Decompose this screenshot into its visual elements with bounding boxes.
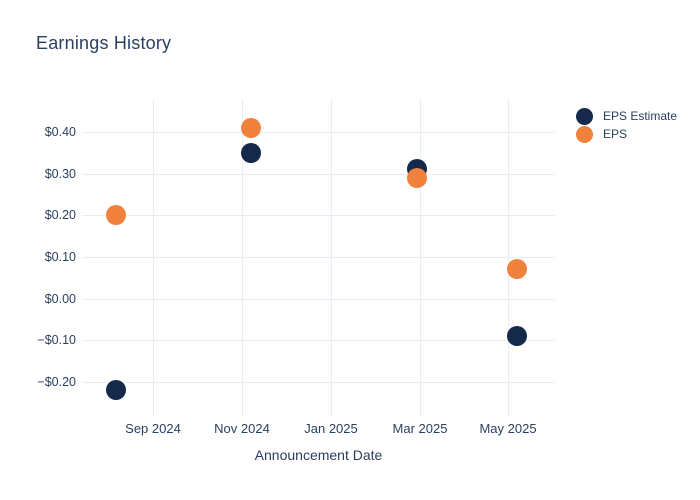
y-tick-label: $0.20 xyxy=(44,208,76,222)
x-tick-label: Mar 2025 xyxy=(392,421,448,436)
chart-title: Earnings History xyxy=(36,33,172,53)
h-gridline xyxy=(82,215,555,216)
legend-label: EPS Estimate xyxy=(603,109,678,123)
x-axis-title: Announcement Date xyxy=(254,447,383,463)
h-gridline xyxy=(82,382,555,383)
x-tick-label: May 2025 xyxy=(479,421,537,436)
legend-item-eps-estimate[interactable]: EPS Estimate xyxy=(576,107,677,125)
data-point-eps[interactable] xyxy=(407,168,427,188)
y-tick-label: $0.10 xyxy=(44,250,76,264)
data-point-eps-estimate[interactable] xyxy=(507,326,527,346)
v-gridline xyxy=(508,99,509,417)
h-gridline xyxy=(82,340,555,341)
v-gridline xyxy=(420,99,421,417)
v-gridline xyxy=(153,99,154,417)
v-gridline xyxy=(331,99,332,417)
v-gridline xyxy=(242,99,243,417)
y-tick-label: −$0.10 xyxy=(37,333,76,347)
data-point-eps-estimate[interactable] xyxy=(106,380,126,400)
y-tick-label: $0.40 xyxy=(44,125,76,139)
data-point-eps[interactable] xyxy=(507,259,527,279)
legend-item-eps[interactable]: EPS xyxy=(576,125,677,143)
y-tick-label: $0.00 xyxy=(44,292,76,306)
legend: EPS Estimate EPS xyxy=(576,107,677,143)
h-gridline xyxy=(82,299,555,300)
h-gridline xyxy=(82,257,555,258)
x-tick-label: Nov 2024 xyxy=(214,421,270,436)
legend-swatch-eps-estimate-icon xyxy=(576,107,593,125)
h-gridline xyxy=(82,132,555,133)
y-tick-label: $0.30 xyxy=(44,167,76,181)
legend-label: EPS xyxy=(603,127,628,141)
data-point-eps-estimate[interactable] xyxy=(241,143,261,163)
x-tick-label: Jan 2025 xyxy=(304,421,358,436)
data-point-eps[interactable] xyxy=(241,118,261,138)
plot-area xyxy=(82,99,555,417)
legend-swatch-eps-icon xyxy=(576,125,593,143)
data-point-eps[interactable] xyxy=(106,205,126,225)
x-tick-label: Sep 2024 xyxy=(125,421,181,436)
y-tick-label: −$0.20 xyxy=(37,375,76,389)
h-gridline xyxy=(82,174,555,175)
